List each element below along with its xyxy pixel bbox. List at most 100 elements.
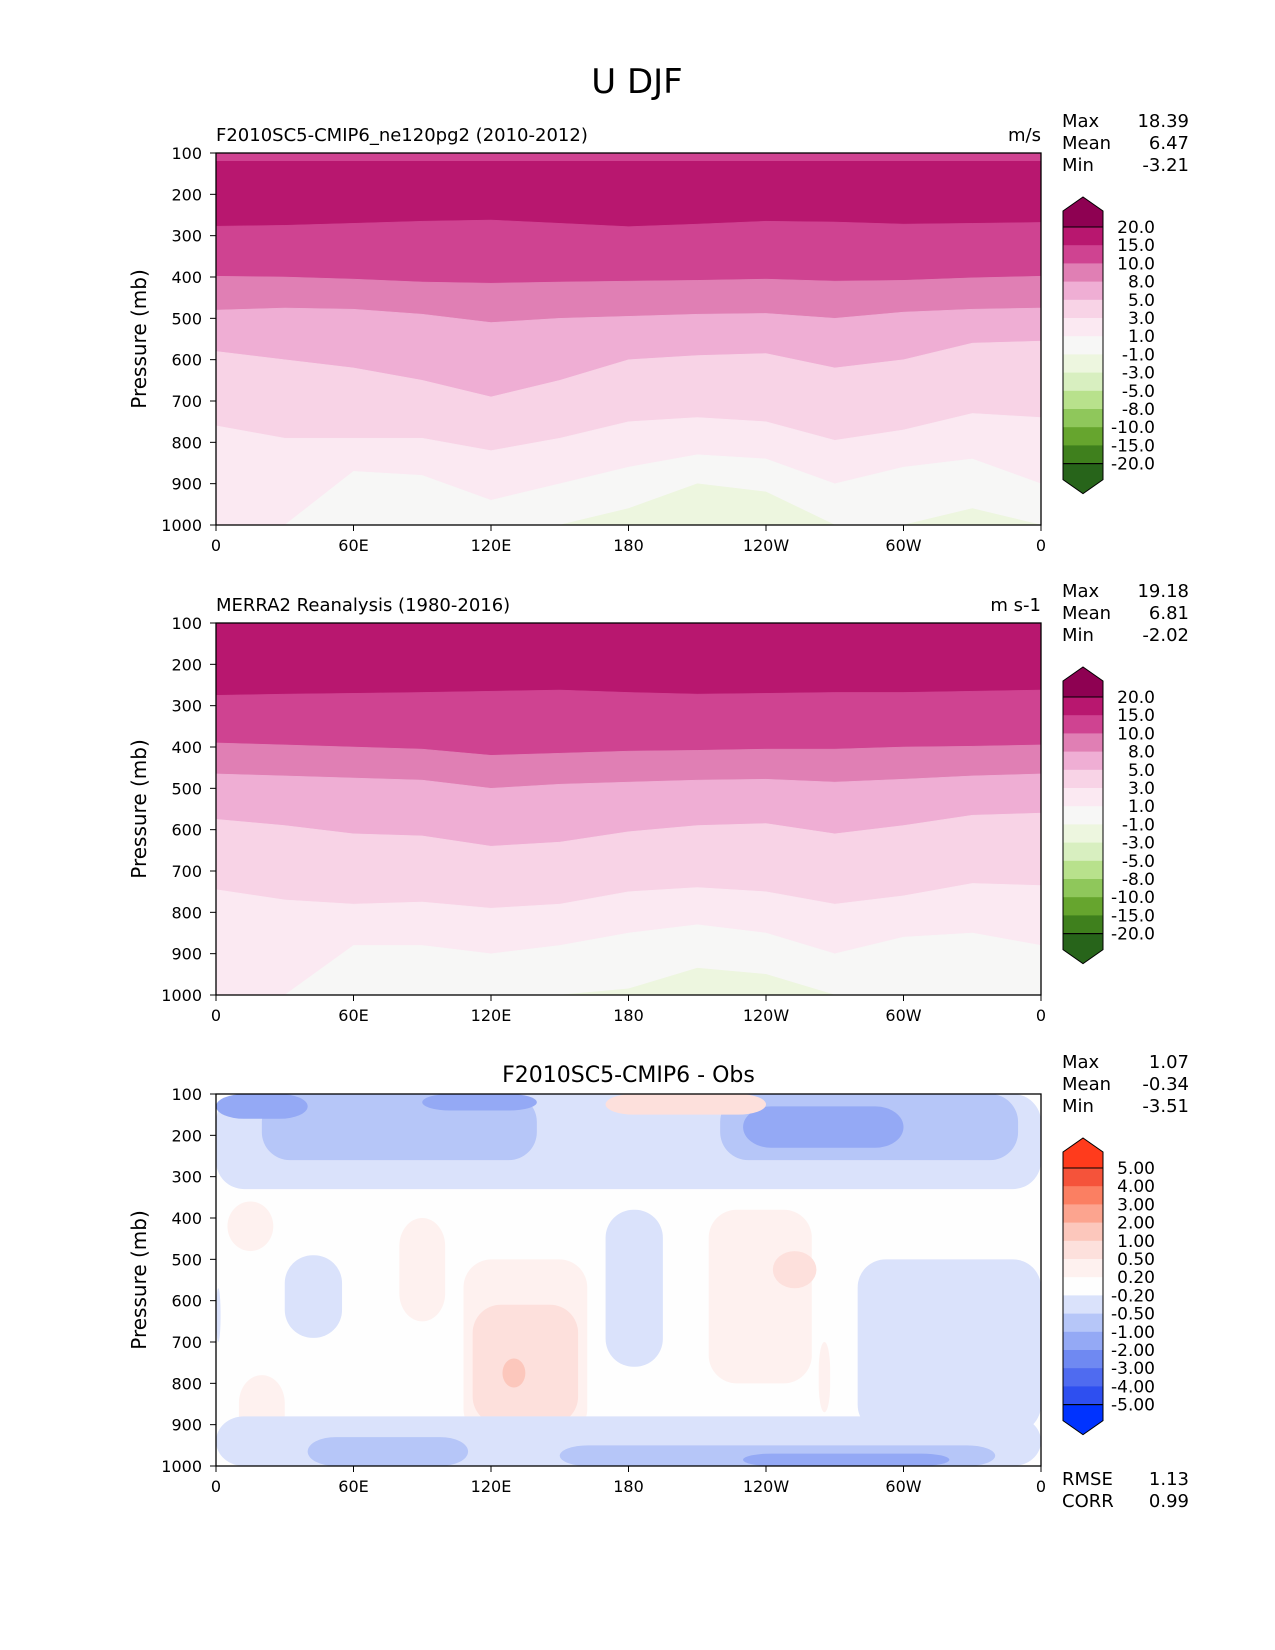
colorbar-swatch: [1063, 427, 1103, 446]
contour-region: [307, 1437, 469, 1466]
colorbar-swatch: [1063, 879, 1103, 898]
stat-label: Max: [1062, 581, 1100, 602]
contour-region: [216, 1288, 221, 1342]
x-tick-label: 0: [1036, 536, 1046, 555]
colorbar-frame: [1062, 696, 1104, 935]
x-tick-label: 0: [211, 1477, 221, 1496]
y-tick-label: 100: [171, 1085, 202, 1104]
contour-region: [818, 1342, 831, 1413]
colorbar-swatch: [1063, 1313, 1103, 1333]
stat-label: Mean: [1062, 1074, 1111, 1095]
colorbar-swatch: [1063, 336, 1103, 355]
colorbar-label: 5.0: [1128, 291, 1155, 311]
contour-region: [605, 1094, 766, 1115]
colorbar-label: -3.0: [1122, 364, 1155, 384]
x-axis: 0 60E 120E 180 120W 60W 0: [211, 995, 1046, 1025]
y-tick-label: 1000: [161, 516, 202, 535]
stat-label: Min: [1062, 625, 1094, 646]
x-tick-label: 180: [613, 1477, 644, 1496]
colorbar-swatch: [1063, 842, 1103, 862]
colorbar-swatch: [1063, 1186, 1103, 1205]
colorbar-label: 1.0: [1128, 797, 1155, 817]
contour-field: [216, 1094, 1041, 1466]
colorbar-label: -0.50: [1111, 1305, 1155, 1325]
colorbar-extend-min: [1062, 933, 1104, 965]
colorbar-label: 5.0: [1128, 761, 1155, 781]
colorbar-label: -10.0: [1111, 418, 1155, 438]
colorbar-label: 5.00: [1117, 1159, 1155, 1179]
colorbar-swatch: [1063, 1259, 1103, 1278]
colorbar-label: -10.0: [1111, 888, 1155, 908]
contour-region: [743, 1106, 904, 1148]
panel-title: F2010SC5-CMIP6 - Obs: [502, 1063, 755, 1088]
colorbar-label: 1.00: [1117, 1232, 1155, 1252]
stat-label: Max: [1062, 111, 1100, 132]
contour-field: [216, 153, 1041, 525]
x-tick-label: 120E: [471, 536, 512, 555]
colorbar-extend-min: [1062, 1404, 1104, 1436]
contour-region: [743, 1453, 950, 1466]
x-axis: 0 60E 120E 180 120W 60W 0: [211, 1466, 1046, 1496]
stat-value: 0.99: [1149, 1491, 1189, 1512]
x-tick-label: 120W: [743, 536, 790, 555]
stat-label: Min: [1062, 1096, 1094, 1117]
colorbar-label: 15.0: [1117, 706, 1155, 726]
colorbar-swatch: [1063, 227, 1103, 246]
y-tick-label: 300: [171, 227, 202, 246]
contour-region: [227, 1201, 274, 1252]
y-tick-label: 800: [171, 433, 202, 452]
stat-label: Max: [1062, 1052, 1100, 1073]
colorbar-swatch: [1063, 1386, 1103, 1406]
y-tick-label: 600: [171, 821, 202, 840]
colorbar-label: -2.00: [1111, 1341, 1155, 1361]
colorbar-swatch: [1063, 1222, 1103, 1242]
panel-model: 100 200 300 400 500 600 700 800 900 1000 0 60E 120E 1…: [127, 111, 1189, 555]
contour-region: [502, 1358, 526, 1388]
colorbar-label: 3.0: [1128, 779, 1155, 799]
colorbar-swatch: [1063, 445, 1103, 465]
x-tick-label: 120E: [471, 1006, 512, 1025]
contour-band: [216, 454, 1041, 525]
panel-title: F2010SC5-CMIP6_ne120pg2 (2010-2012): [216, 125, 588, 146]
colorbar-swatch: [1063, 1331, 1103, 1351]
y-tick-label: 800: [171, 1374, 202, 1393]
stat-label: CORR: [1062, 1491, 1114, 1512]
stat-label: Mean: [1062, 603, 1111, 624]
stat-value: 19.18: [1137, 581, 1189, 602]
colorbar-label: -0.20: [1111, 1286, 1155, 1306]
y-tick-label: 300: [171, 1168, 202, 1187]
y-tick-label: 900: [171, 475, 202, 494]
panel-obs: 100 200 300 400 500 600 700 800 900 1000 0 60E 120E 1…: [127, 581, 1189, 1025]
y-tick-label: 100: [171, 614, 202, 633]
y-tick-label: 400: [171, 738, 202, 757]
colorbar-label: -8.0: [1122, 400, 1155, 420]
colorbar-swatch: [1063, 697, 1103, 716]
colorbar-swatch: [1063, 409, 1103, 428]
contour-region: [605, 1209, 663, 1367]
y-tick-label: 800: [171, 903, 202, 922]
colorbar-label: -4.00: [1111, 1377, 1155, 1397]
stat-value: 1.07: [1149, 1052, 1189, 1073]
contour-region: [399, 1218, 446, 1322]
colorbar: 5.004.003.002.001.000.500.20-0.20-0.50-1…: [1062, 1137, 1155, 1436]
y-tick-label: 700: [171, 862, 202, 881]
colorbar-label: 10.0: [1117, 254, 1155, 274]
colorbar-swatch: [1063, 915, 1103, 935]
colorbar-swatch: [1063, 1204, 1103, 1224]
colorbar-frame: [1062, 1167, 1104, 1406]
colorbar-frame: [1062, 226, 1104, 465]
stat-value: -3.21: [1142, 155, 1189, 176]
y-axis: 100 200 300 400 500 600 700 800 900 1000: [161, 144, 216, 535]
colorbar-label: -15.0: [1111, 906, 1155, 926]
y-tick-label: 500: [171, 1250, 202, 1269]
x-tick-label: 0: [211, 536, 221, 555]
stat-value: -2.02: [1142, 625, 1189, 646]
contour-band: [216, 153, 1041, 161]
stat-label: Min: [1062, 155, 1094, 176]
colorbar-label: 8.0: [1128, 273, 1155, 293]
colorbar-swatch: [1063, 1350, 1103, 1369]
y-tick-label: 1000: [161, 1457, 202, 1476]
y-tick-label: 200: [171, 655, 202, 674]
